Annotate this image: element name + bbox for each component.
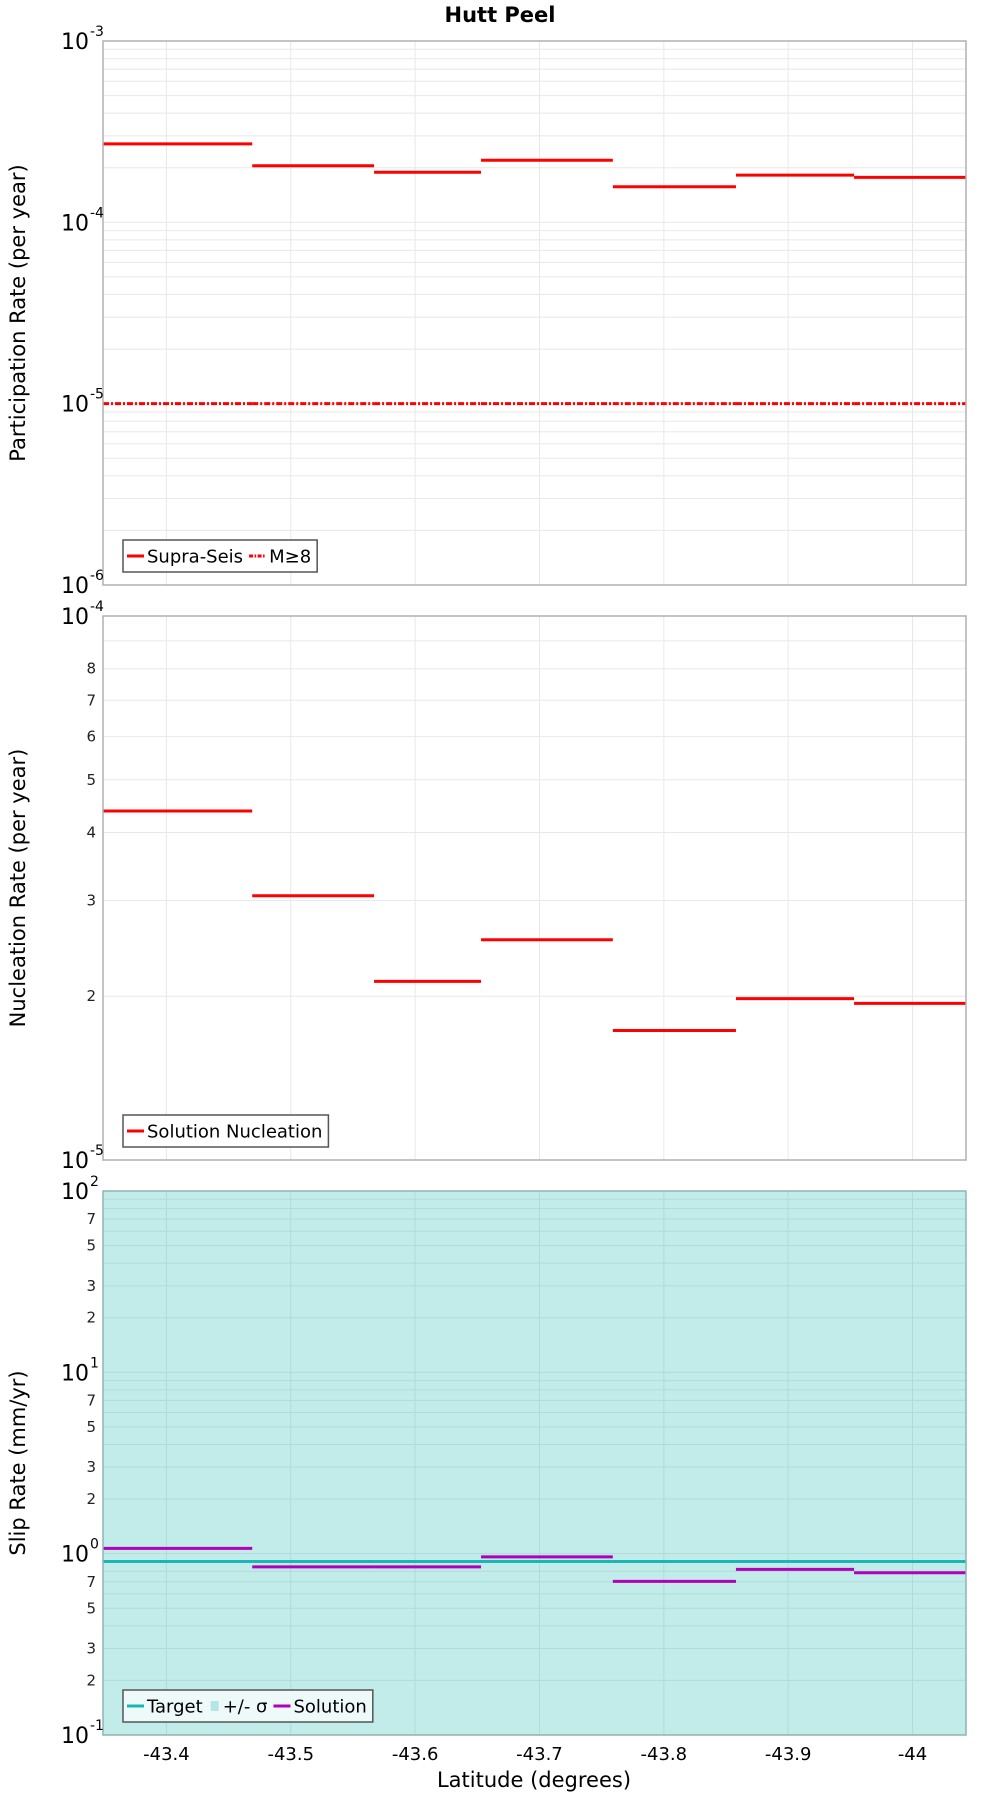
y-tick-label: 10 [61, 1149, 89, 1174]
x-tick-label: -43.5 [267, 1744, 314, 1765]
y-tick-label: 6 [86, 728, 96, 746]
y-tick-label: 10 [61, 1180, 89, 1205]
y-tick-label: 10 [61, 605, 89, 630]
y-tick-label: 7 [86, 1210, 96, 1228]
y-tick-label: 7 [86, 1391, 96, 1409]
y-tick-label: 10 [61, 1361, 89, 1386]
legend-entry-label: Solution [293, 1697, 366, 1718]
y-tick-exponent: -4 [90, 599, 104, 615]
y-tick-label: 10 [61, 1724, 89, 1749]
y-tick-exponent: 1 [90, 1355, 99, 1371]
x-axis-ticks: -43.4 -43.5 -43.6 -43.7 -43.8 -43.9 -44 [143, 1744, 927, 1765]
data-series [103, 809, 966, 1033]
x-tick-label: -43.7 [516, 1744, 563, 1765]
y-axis-label: Nucleation Rate (per year) [6, 749, 30, 1028]
y-tick-label: 5 [86, 771, 96, 789]
legend-box [122, 1689, 374, 1723]
legend: Supra-Seis M≥8 [122, 539, 318, 573]
y-tick-exponent: -3 [90, 24, 104, 40]
y-tick-label: 7 [86, 691, 96, 709]
y-tick-exponent: -6 [90, 568, 104, 584]
legend-entry-label: Supra-Seis [147, 547, 243, 568]
y-tick-label: 5 [86, 1418, 96, 1436]
data-series [103, 142, 966, 406]
y-tick-label: 5 [86, 1237, 96, 1255]
legend-entry-label: M≥8 [269, 547, 311, 568]
legend-entry-label: Target [146, 1697, 203, 1718]
x-axis-label: Latitude (degrees) [437, 1768, 631, 1792]
grid-lines [103, 1191, 966, 1736]
y-tick-label: 2 [86, 1309, 96, 1327]
plot-area [103, 616, 966, 1160]
y-tick-label: 10 [61, 393, 89, 418]
y-tick-label: 5 [86, 1599, 96, 1617]
x-tick-label: -43.6 [392, 1744, 439, 1765]
y-tick-label: 10 [61, 1543, 89, 1568]
y-tick-label: 2 [86, 987, 96, 1005]
y-tick-exponent: 2 [90, 1174, 99, 1190]
legend-entry-label: Solution Nucleation [147, 1122, 322, 1143]
grid-lines [103, 41, 966, 586]
y-tick-label: 2 [86, 1490, 96, 1508]
y-tick-label: 3 [86, 1277, 96, 1295]
y-tick-label: 10 [61, 30, 89, 55]
legend-box [122, 1114, 330, 1148]
plot-area [103, 41, 966, 585]
y-tick-label: 3 [86, 891, 96, 909]
x-tick-label: -43.8 [641, 1744, 688, 1765]
plot-frame [102, 40, 967, 586]
figure-title: Hutt Peel [445, 3, 556, 27]
plot-frame [102, 615, 967, 1161]
y-tick-label: 7 [86, 1573, 96, 1591]
y-tick-label: 10 [61, 211, 89, 236]
y-tick-label: 2 [86, 1671, 96, 1689]
plot-area [103, 1191, 966, 1735]
y-axis-ticks: 10-310-410-510-6 [61, 24, 104, 599]
participation-rate-panel: 10-310-410-510-6 Participation Rate (per… [6, 24, 967, 599]
y-tick-exponent: -4 [90, 205, 104, 221]
y-tick-label: 4 [86, 823, 96, 841]
y-axis-label: Slip Rate (mm/yr) [6, 1370, 30, 1555]
y-tick-exponent: -1 [90, 1718, 104, 1734]
legend-entry-label: +/- σ [223, 1697, 268, 1718]
legend-swatch-fill [210, 1701, 219, 1711]
y-tick-exponent: -5 [90, 1143, 104, 1159]
x-tick-label: -43.9 [765, 1744, 812, 1765]
plot-frame [102, 1190, 967, 1736]
legend-box [122, 539, 318, 573]
y-tick-label: 3 [86, 1458, 96, 1476]
y-axis-label: Participation Rate (per year) [6, 164, 30, 461]
y-tick-label: 8 [86, 660, 96, 678]
legend: Solution Nucleation [122, 1114, 330, 1148]
data-series [103, 1546, 966, 1583]
y-tick-exponent: 0 [90, 1537, 99, 1553]
x-tick-label: -44 [898, 1744, 927, 1765]
y-tick-exponent: -5 [90, 387, 104, 403]
legend: Target +/- σ Solution [122, 1689, 374, 1723]
y-tick-label: 3 [86, 1639, 96, 1657]
x-tick-label: -43.4 [143, 1744, 190, 1765]
y-tick-label: 10 [61, 574, 89, 599]
